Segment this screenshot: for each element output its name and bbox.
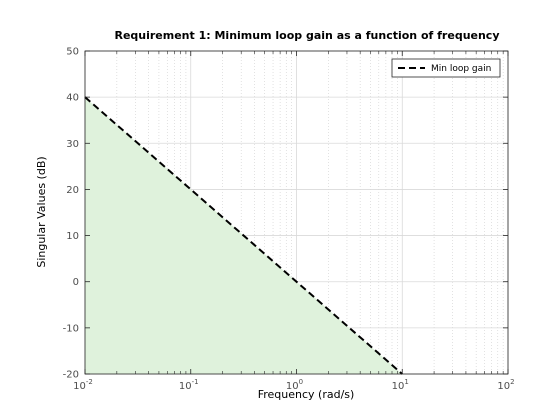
legend: Min loop gain	[391, 58, 501, 78]
y-axis-label: Singular Values (dB)	[35, 156, 48, 267]
y-tick-label: 40	[66, 93, 79, 104]
shaded-region	[85, 97, 508, 375]
y-tick-label: -10	[63, 323, 79, 334]
y-tick-label: 0	[73, 277, 79, 288]
series-line-min-loop-gain	[84, 96, 403, 375]
y-tick-label: 20	[66, 185, 79, 196]
y-tick-label: 50	[66, 47, 79, 58]
legend-label: Min loop gain	[431, 64, 491, 74]
y-tick-label: 30	[66, 139, 79, 150]
x-tick-label: 102	[497, 378, 514, 392]
x-tick-label: 10-1	[179, 378, 199, 392]
y-tick-labels: -20 -10 0 10 20 30 40 50	[63, 47, 79, 381]
x-tick-labels: 10-2 10-1 100 101 102	[73, 378, 514, 392]
chart-title: Requirement 1: Minimum loop gain as a fu…	[114, 29, 499, 42]
plot-area	[84, 50, 509, 375]
x-tick-label: 100	[286, 378, 303, 392]
y-tick-label: -20	[63, 370, 79, 381]
x-axis-label: Frequency (rad/s)	[258, 388, 355, 401]
x-tick-label: 101	[392, 378, 409, 392]
axis-ticks	[84, 50, 509, 375]
y-tick-label: 10	[66, 231, 79, 242]
x-tick-label: 10-2	[73, 378, 93, 392]
legend-box	[391, 58, 501, 78]
